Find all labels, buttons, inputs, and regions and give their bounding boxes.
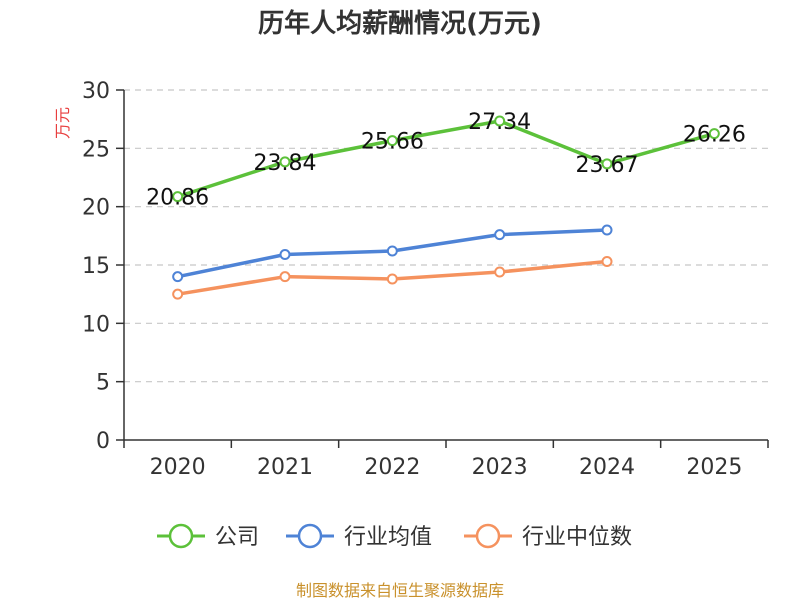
data-point[interactable] [386,273,398,285]
x-tick-label: 2022 [364,455,420,480]
legend-label: 公司 [215,525,259,550]
x-tick-label: 2025 [686,455,742,480]
legend[interactable]: 公司 行业均值 行业中位数 [157,523,632,550]
legend-item-0[interactable]: 公司 [157,523,259,550]
legend-marker [297,523,323,549]
data-point[interactable] [494,229,506,241]
data-point[interactable] [601,158,613,170]
y-tick-label: 20 [82,196,110,221]
data-label: 20.86 [146,186,209,211]
data-point[interactable] [172,288,184,300]
legend-marker [168,523,194,549]
legend-label: 行业中位数 [522,525,632,550]
data-point[interactable] [279,249,291,260]
data-point[interactable] [601,224,613,236]
data-label: 25.66 [361,130,424,155]
y-tick-label: 25 [82,137,110,162]
data-label: 26.26 [683,123,746,148]
chart-title: 历年人均薪酬情况(万元) [258,8,542,39]
legend-label: 行业均值 [344,525,432,550]
data-point[interactable] [172,271,184,283]
data-point[interactable] [494,266,506,278]
y-tick-label: 0 [96,429,110,454]
data-point[interactable] [494,115,506,127]
data-point[interactable] [708,128,720,140]
series-lines [172,115,720,300]
data-point[interactable] [601,256,613,267]
grid-lines [124,89,768,383]
legend-item-2[interactable]: 行业中位数 [464,523,632,550]
legend-marker [475,523,501,549]
x-tick-label: 2020 [150,455,206,480]
data-labels: 20.86 23.84 25.66 27.34 23.67 26.26 [146,110,746,211]
y-tick-label: 15 [82,254,110,279]
x-tick-label: 2023 [472,455,528,480]
data-label: 23.67 [576,153,639,178]
y-axis-label: 万元 [53,107,72,139]
data-point[interactable] [279,156,291,168]
series-line-0 [175,119,717,199]
data-label: 27.34 [468,110,531,135]
data-point[interactable] [279,271,291,283]
x-tick-label: 2021 [257,455,313,480]
x-tick-label: 2024 [579,455,635,480]
legend-item-1[interactable]: 行业均值 [286,523,432,550]
data-point[interactable] [172,191,184,203]
y-tick-label: 10 [82,312,110,337]
data-point[interactable] [386,135,398,147]
data-label: 23.84 [254,151,317,176]
source-note: 制图数据来自恒生聚源数据库 [296,581,504,600]
y-tick-label: 5 [96,371,110,396]
data-point[interactable] [386,245,398,257]
y-tick-label: 30 [82,79,110,104]
